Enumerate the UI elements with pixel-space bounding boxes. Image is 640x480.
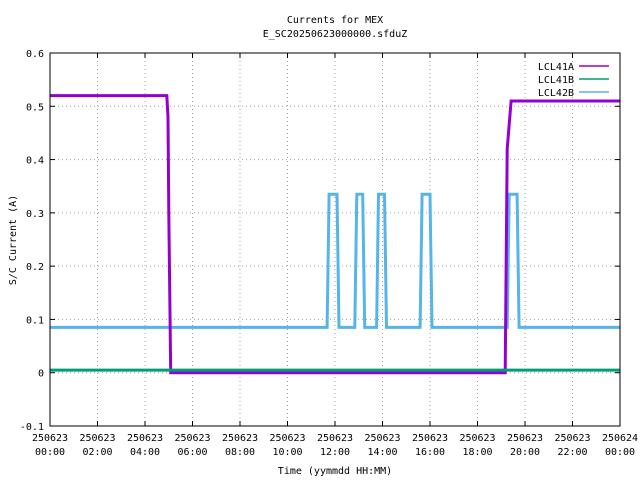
series-layer — [50, 94, 620, 375]
x-tick-label-date: 250623 — [32, 433, 68, 444]
chart-title: Currents for MEX — [287, 15, 383, 26]
x-tick-label-time: 20:00 — [510, 447, 540, 458]
legend-label: LCL41B — [538, 75, 574, 86]
x-tick-label-date: 250623 — [364, 433, 400, 444]
x-tick-label-time: 08:00 — [225, 447, 255, 458]
x-tick-label-time: 12:00 — [320, 447, 350, 458]
y-axis-label: S/C Current (A) — [8, 195, 19, 285]
legend-label: LCL42B — [538, 88, 574, 99]
x-tick-label-date: 250623 — [412, 433, 448, 444]
x-axis-label: Time (yymmdd HH:MM) — [278, 466, 392, 477]
x-tick-label-date: 250623 — [222, 433, 258, 444]
x-tick-label-date: 250623 — [317, 433, 353, 444]
y-tick-label: 0.1 — [26, 315, 44, 326]
x-tick-label-time: 14:00 — [367, 447, 397, 458]
y-tick-label: 0.4 — [26, 156, 44, 167]
x-tick-label-time: 10:00 — [272, 447, 302, 458]
x-tick-label-date: 250623 — [269, 433, 305, 444]
series-line-lcl41a — [50, 94, 620, 375]
x-tick-label-time: 00:00 — [35, 447, 65, 458]
y-tick-label: 0.3 — [26, 209, 44, 220]
x-tick-label-date: 250623 — [507, 433, 543, 444]
x-tick-label-time: 18:00 — [462, 447, 492, 458]
chart-subtitle: E_SC20250623000000.sfduZ — [263, 29, 408, 40]
y-tick-label: 0.6 — [26, 49, 44, 60]
x-tick-label-date: 250623 — [127, 433, 163, 444]
x-tick-label-date: 250623 — [554, 433, 590, 444]
x-tick-label-time: 02:00 — [82, 447, 112, 458]
x-tick-label-time: 00:00 — [605, 447, 635, 458]
x-tick-label-date: 250623 — [174, 433, 210, 444]
legend-label: LCL41A — [538, 62, 574, 73]
series-line-lcl42b — [50, 192, 620, 329]
x-tick-label-time: 04:00 — [130, 447, 160, 458]
x-tick-label-date: 250623 — [79, 433, 115, 444]
legend: LCL41A LCL41B LCL42B — [538, 62, 609, 99]
y-tick-label: 0.5 — [26, 102, 44, 113]
x-tick-label-date: 250623 — [459, 433, 495, 444]
axis-ticks: 250623 00:00 250623 02:00 250623 04:00 250623 0… — [20, 49, 638, 458]
x-tick-label-time: 16:00 — [415, 447, 445, 458]
x-tick-label-time: 06:00 — [177, 447, 207, 458]
x-tick-label-time: 22:00 — [557, 447, 587, 458]
x-tick-label-date: 250624 — [602, 433, 638, 444]
y-tick-label: 0 — [38, 369, 44, 380]
y-tick-label: 0.2 — [26, 262, 44, 273]
y-tick-label: -0.1 — [20, 422, 44, 433]
